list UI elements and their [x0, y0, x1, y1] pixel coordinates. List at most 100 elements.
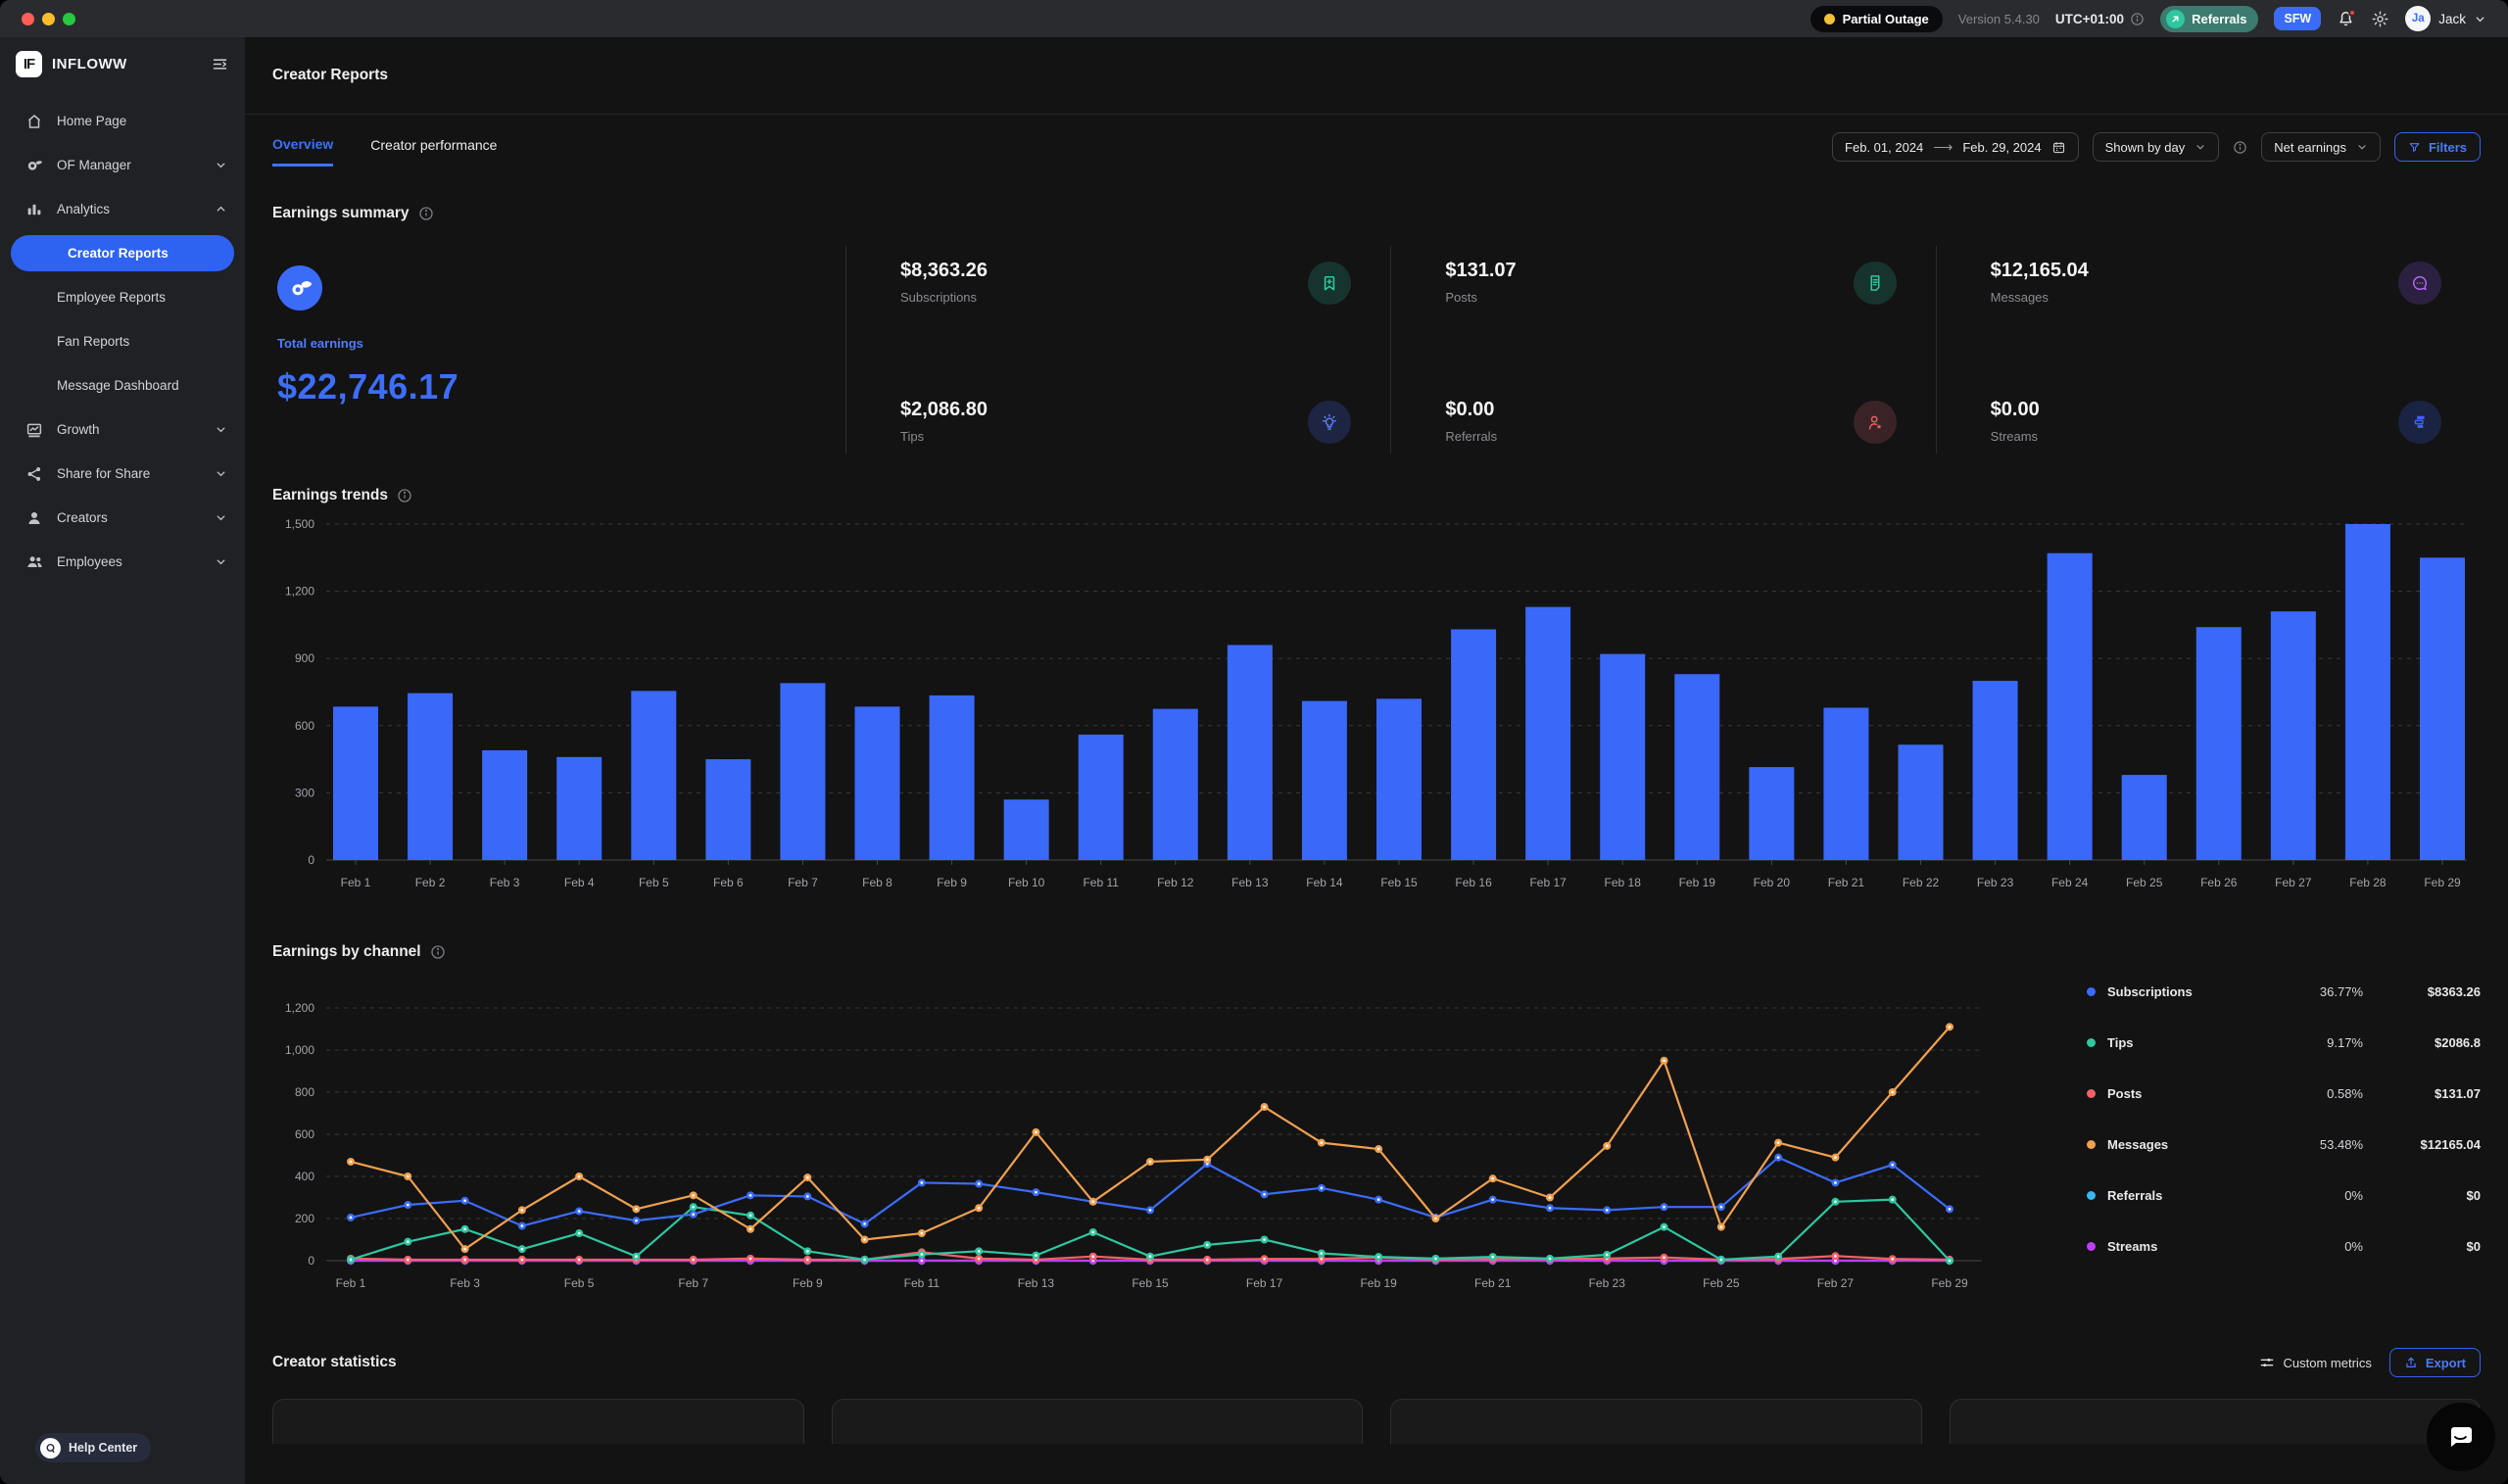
- sidebar-item-fan-reports[interactable]: Fan Reports: [0, 319, 245, 363]
- x-tick-label: Feb 29: [2424, 876, 2461, 889]
- sidebar-nav: Home Page OF Manager Analytics: [0, 99, 245, 1433]
- bar-Feb 23[interactable]: [1973, 681, 2018, 860]
- sidebar-item-growth[interactable]: Growth: [0, 407, 245, 452]
- chevron-down-icon: [2356, 141, 2368, 153]
- sidebar-item-creators[interactable]: Creators: [0, 496, 245, 540]
- bar-Feb 11[interactable]: [1079, 735, 1124, 860]
- bar-Feb 17[interactable]: [1525, 607, 1570, 860]
- stat-referrals: $0.00 Referrals: [1445, 399, 1896, 444]
- calendar-icon: [2051, 140, 2066, 155]
- referrals-button[interactable]: Referrals: [2160, 6, 2258, 32]
- sidebar-item-employee-reports[interactable]: Employee Reports: [0, 275, 245, 319]
- sidebar-item-creator-reports[interactable]: Creator Reports: [11, 235, 234, 271]
- legend-row-tips[interactable]: Tips9.17%$2086.8: [2087, 1035, 2481, 1050]
- group-by-select[interactable]: Shown by day: [2093, 132, 2220, 162]
- y-tick-label: 1,500: [285, 517, 314, 531]
- date-from: Feb. 01, 2024: [1845, 140, 1923, 155]
- bar-Feb 8[interactable]: [855, 706, 900, 860]
- referrals-label: Referrals: [2192, 12, 2246, 26]
- x-tick-label: Feb 9: [937, 876, 967, 889]
- help-center-button[interactable]: Help Center: [35, 1433, 151, 1462]
- bar-Feb 15[interactable]: [1376, 698, 1422, 860]
- sidebar-item-message-dashboard[interactable]: Message Dashboard: [0, 363, 245, 407]
- bar-Feb 5[interactable]: [631, 691, 676, 860]
- group-by-info-icon[interactable]: [2233, 140, 2247, 155]
- bar-Feb 10[interactable]: [1004, 799, 1049, 860]
- bar-Feb 20[interactable]: [1749, 767, 1794, 860]
- bar-Feb 2[interactable]: [408, 694, 453, 860]
- earnings-summary-info-icon[interactable]: [418, 206, 434, 221]
- of-manager-icon: [24, 156, 44, 174]
- bar-Feb 25[interactable]: [2122, 775, 2167, 860]
- bar-Feb 3[interactable]: [482, 750, 527, 860]
- chat-widget-button[interactable]: [2429, 1405, 2493, 1469]
- legend-row-streams[interactable]: Streams0%$0: [2087, 1239, 2481, 1254]
- sidebar-item-label: Creators: [57, 510, 108, 525]
- legend-row-referrals[interactable]: Referrals0%$0: [2087, 1188, 2481, 1203]
- legend-percent: 53.48%: [2260, 1137, 2363, 1152]
- bar-Feb 9[interactable]: [930, 695, 975, 860]
- x-tick-label: Feb 9: [793, 1276, 823, 1290]
- legend-row-posts[interactable]: Posts0.58%$131.07: [2087, 1086, 2481, 1101]
- bar-Feb 18[interactable]: [1600, 654, 1645, 860]
- bar-Feb 24[interactable]: [2048, 553, 2093, 860]
- close-window-button[interactable]: [22, 13, 34, 25]
- zoom-window-button[interactable]: [63, 13, 75, 25]
- stat-posts: $131.07 Posts: [1445, 260, 1896, 305]
- bar-Feb 13[interactable]: [1228, 645, 1273, 860]
- date-to: Feb. 29, 2024: [1962, 140, 2041, 155]
- legend-dot-icon: [2087, 1038, 2096, 1047]
- sidebar-item-share-for-share[interactable]: Share for Share: [0, 452, 245, 496]
- growth-chart-icon: [24, 421, 44, 439]
- filters-button[interactable]: Filters: [2394, 132, 2481, 162]
- bar-Feb 22[interactable]: [1899, 744, 1944, 860]
- bar-Feb 19[interactable]: [1674, 674, 1719, 860]
- bar-Feb 21[interactable]: [1823, 708, 1868, 860]
- export-button[interactable]: Export: [2389, 1348, 2481, 1377]
- bar-Feb 29[interactable]: [2420, 557, 2465, 860]
- sidebar-item-of-manager[interactable]: OF Manager: [0, 143, 245, 187]
- status-badge[interactable]: Partial Outage: [1810, 6, 1943, 32]
- legend-name: Referrals: [2107, 1188, 2260, 1203]
- bar-Feb 28[interactable]: [2345, 524, 2390, 860]
- earnings-by-channel-info-icon[interactable]: [430, 944, 446, 960]
- settings-gear-icon[interactable]: [2371, 10, 2389, 28]
- bar-Feb 12[interactable]: [1153, 709, 1198, 860]
- bar-Feb 6[interactable]: [705, 759, 750, 860]
- sidebar-item-employees[interactable]: Employees: [0, 540, 245, 584]
- minimize-window-button[interactable]: [42, 13, 55, 25]
- metric-select[interactable]: Net earnings: [2261, 132, 2381, 162]
- sidebar-item-analytics[interactable]: Analytics: [0, 187, 245, 231]
- x-tick-label: Feb 6: [713, 876, 744, 889]
- y-tick-label: 600: [295, 1127, 314, 1141]
- sfw-toggle[interactable]: SFW: [2274, 7, 2321, 30]
- bar-Feb 14[interactable]: [1302, 701, 1347, 860]
- user-menu[interactable]: Ja Jack: [2405, 6, 2486, 31]
- legend-row-messages[interactable]: Messages53.48%$12165.04: [2087, 1137, 2481, 1152]
- date-range-picker[interactable]: Feb. 01, 2024 ⟶ Feb. 29, 2024: [1832, 132, 2079, 162]
- legend-row-subscriptions[interactable]: Subscriptions36.77%$8363.26: [2087, 984, 2481, 999]
- chat-dots-icon: [2398, 262, 2441, 305]
- sidebar-item-home-page[interactable]: Home Page: [0, 99, 245, 143]
- traffic-lights: [22, 13, 75, 25]
- notifications-bell-icon[interactable]: [2337, 10, 2355, 28]
- custom-metrics-button[interactable]: Custom metrics: [2259, 1355, 2372, 1370]
- tab-creator-performance[interactable]: Creator performance: [370, 137, 497, 165]
- bar-Feb 7[interactable]: [780, 683, 825, 860]
- bar-Feb 4[interactable]: [556, 757, 602, 860]
- infloww-logo: IF: [16, 51, 42, 77]
- x-tick-label: Feb 15: [1132, 1276, 1169, 1290]
- bar-Feb 27[interactable]: [2271, 611, 2316, 860]
- bar-Feb 26[interactable]: [2196, 627, 2242, 860]
- metric-value: Net earnings: [2274, 140, 2346, 155]
- sidebar-collapse-icon[interactable]: [211, 55, 229, 73]
- tab-overview[interactable]: Overview: [272, 136, 333, 167]
- bar-Feb 16[interactable]: [1451, 629, 1496, 860]
- chevron-down-icon: [215, 467, 227, 480]
- share-icon: [24, 465, 44, 483]
- version-label: Version 5.4.30: [1958, 12, 2040, 26]
- bar-Feb 1[interactable]: [333, 706, 378, 860]
- streams-icon: [2398, 401, 2441, 444]
- timezone-info-icon[interactable]: [2130, 12, 2145, 26]
- earnings-trends-info-icon[interactable]: [397, 488, 412, 503]
